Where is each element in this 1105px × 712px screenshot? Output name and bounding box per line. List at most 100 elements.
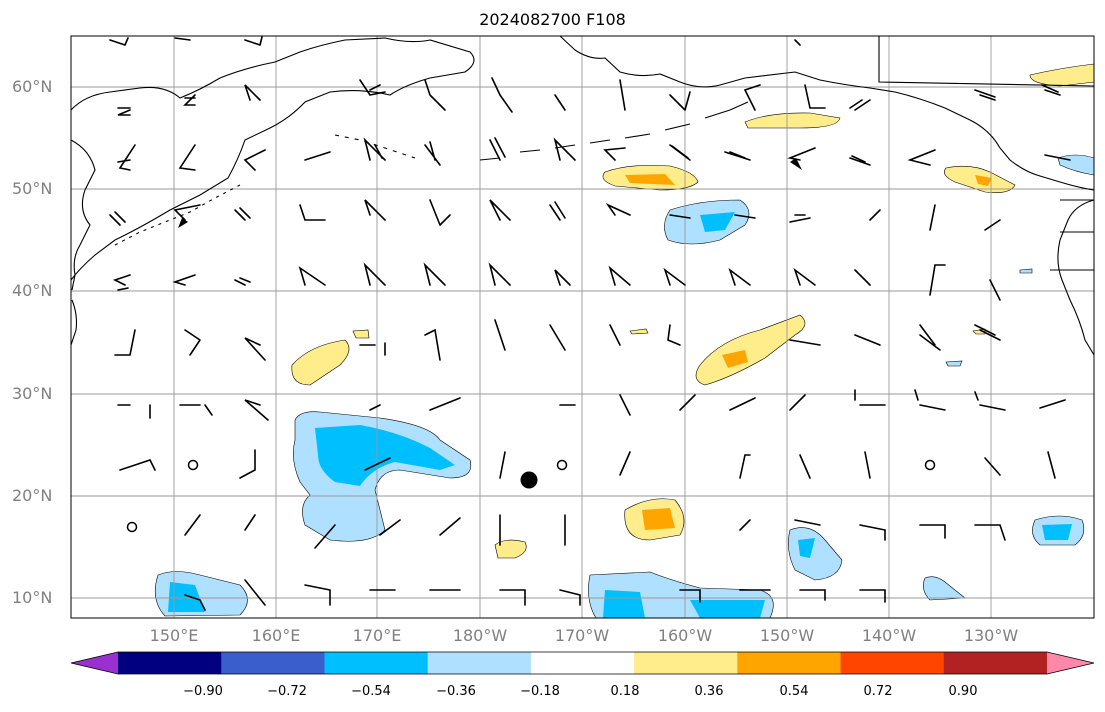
wind-barb	[974, 89, 996, 101]
anomaly-blue-tiny-2	[1019, 268, 1033, 274]
anomaly-blue-tiny-1	[945, 360, 963, 367]
wind-barb	[669, 144, 691, 161]
colorbar-outline	[70, 651, 1095, 675]
wind-barb	[117, 404, 151, 419]
wind-barb	[117, 144, 136, 171]
wind-barb	[919, 524, 946, 539]
lon-label-180w: 180°W	[452, 626, 508, 645]
calm-markers	[126, 459, 936, 533]
wind-barb	[549, 201, 566, 221]
wind-barb	[679, 589, 701, 603]
wind-barb	[244, 337, 266, 361]
calm-circle	[126, 521, 138, 533]
wind-barb	[605, 203, 631, 216]
anomaly-yellow-small-1	[494, 539, 527, 559]
wind-barb	[239, 449, 256, 479]
wind-barb	[849, 99, 871, 111]
wind-barb	[804, 84, 826, 109]
wind-barb	[984, 219, 1001, 231]
wind-barb	[304, 584, 331, 606]
wind-barb	[799, 589, 826, 601]
wind-barb	[363, 137, 386, 161]
wind-barb	[178, 144, 196, 171]
anomaly-yellow-nw-coast-core	[975, 175, 992, 186]
colorbar-tick-label: −0.72	[267, 684, 307, 699]
wind-barb	[854, 269, 871, 286]
coast-bering-islands	[334, 134, 416, 159]
wind-barb	[854, 334, 881, 346]
wind-barb	[669, 91, 691, 111]
graticule	[71, 36, 1094, 618]
coast-alaska	[559, 35, 1095, 191]
wind-barb	[499, 589, 526, 606]
colorbar-extend-low	[71, 652, 118, 674]
wind-pennant	[790, 158, 802, 170]
wind-barb	[314, 524, 336, 549]
colorbar-tick-label: −0.54	[351, 684, 391, 699]
wind-barb	[499, 451, 506, 479]
anomaly-blue-far-east-core	[1042, 524, 1072, 540]
anomaly-yellow-ridge-core	[722, 350, 748, 368]
wind-barb	[298, 266, 326, 286]
wind-barb	[423, 262, 446, 286]
wind-barb	[728, 267, 751, 286]
colorbar-tick-label: 0.18	[610, 684, 640, 699]
wind-barb	[491, 77, 513, 113]
wind-barb	[243, 149, 266, 171]
wind-barb	[184, 329, 201, 356]
wind-barb	[929, 204, 936, 231]
wind-barb	[112, 274, 131, 291]
colorbar-tick-label: 0.72	[863, 684, 893, 699]
wind-barb	[424, 79, 446, 111]
wind-barb	[174, 37, 191, 41]
wind-barb	[794, 519, 821, 526]
wind-barb	[1047, 451, 1056, 479]
coast-nw-america	[1057, 199, 1095, 356]
colorbar-swatch	[840, 652, 945, 674]
anomaly-yellow-small-3	[629, 328, 649, 335]
wind-barb	[603, 147, 626, 161]
wind-barb	[734, 214, 756, 219]
anomaly-yellow-ne-corner	[1029, 63, 1095, 87]
anomaly-blue-small-se	[923, 576, 966, 601]
anomaly-blue-east-core	[798, 538, 815, 558]
wind-barb	[619, 394, 631, 416]
wind-pennant	[178, 218, 188, 228]
wind-barb	[554, 269, 571, 286]
wind-barb	[1044, 154, 1071, 161]
wind-barb	[119, 459, 156, 471]
coast-kuril-islands	[114, 184, 241, 246]
wind-barb	[799, 454, 811, 479]
wind-barb	[1039, 399, 1066, 409]
wind-barb	[929, 264, 946, 296]
wind-barb	[299, 204, 326, 221]
wind-barb	[559, 589, 581, 606]
anomaly-yellow-ridge	[695, 314, 806, 386]
lat-label-30n: 30°N	[12, 384, 53, 403]
wind-barb	[109, 211, 126, 226]
colorbar-tick-label: −0.90	[183, 684, 223, 699]
lon-label-170e: 170°E	[352, 626, 402, 645]
map-frame	[70, 35, 1095, 619]
lon-label-150e: 150°E	[149, 626, 199, 645]
wind-barb	[429, 397, 461, 411]
lat-label-10n: 10°N	[12, 588, 53, 607]
wind-barb	[359, 342, 386, 356]
wind-barb	[429, 199, 451, 226]
coast-japan-north	[70, 299, 78, 346]
anomaly-yellow-north-core	[625, 174, 675, 185]
wind-barb	[667, 324, 681, 346]
colorbar-tick-label: −0.18	[520, 684, 560, 699]
anomaly-yellow-hawaii-east-core	[642, 508, 675, 530]
wind-barb	[619, 451, 631, 476]
wind-barb	[359, 79, 386, 96]
wind-barb	[859, 524, 886, 541]
colorbar-tick-label: 0.36	[694, 684, 724, 699]
wind-barb	[173, 204, 201, 221]
wind-barb	[304, 151, 331, 161]
anomaly-shading	[154, 63, 1095, 619]
wind-barb	[743, 84, 761, 111]
wind-barb	[244, 36, 263, 46]
wind-barb	[739, 519, 751, 531]
